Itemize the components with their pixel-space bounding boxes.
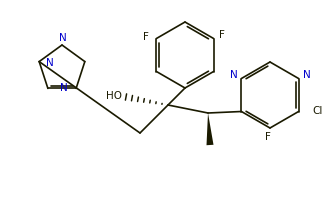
Text: N: N <box>229 71 237 81</box>
Text: HO: HO <box>106 91 122 101</box>
Text: N: N <box>60 83 68 93</box>
Text: N: N <box>59 33 67 43</box>
Text: Cl: Cl <box>313 105 323 115</box>
Text: F: F <box>144 33 149 43</box>
Text: N: N <box>303 71 311 81</box>
Text: F: F <box>265 132 271 142</box>
Text: N: N <box>46 58 54 67</box>
Text: F: F <box>219 30 224 39</box>
Polygon shape <box>206 113 213 145</box>
